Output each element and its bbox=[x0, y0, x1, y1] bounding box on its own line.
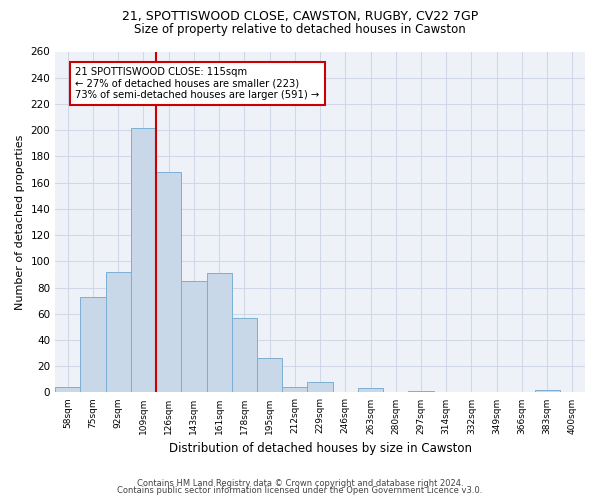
Bar bbox=[232, 318, 257, 392]
Bar bbox=[257, 358, 282, 392]
Bar bbox=[282, 387, 307, 392]
Bar bbox=[206, 273, 232, 392]
Bar bbox=[156, 172, 181, 392]
Text: Contains public sector information licensed under the Open Government Licence v3: Contains public sector information licen… bbox=[118, 486, 482, 495]
Text: Size of property relative to detached houses in Cawston: Size of property relative to detached ho… bbox=[134, 22, 466, 36]
Bar bbox=[55, 387, 80, 392]
Bar bbox=[307, 382, 332, 392]
Bar bbox=[106, 272, 131, 392]
Bar bbox=[181, 281, 206, 392]
Bar bbox=[409, 391, 434, 392]
Text: 21 SPOTTISWOOD CLOSE: 115sqm
← 27% of detached houses are smaller (223)
73% of s: 21 SPOTTISWOOD CLOSE: 115sqm ← 27% of de… bbox=[76, 67, 320, 100]
Text: 21, SPOTTISWOOD CLOSE, CAWSTON, RUGBY, CV22 7GP: 21, SPOTTISWOOD CLOSE, CAWSTON, RUGBY, C… bbox=[122, 10, 478, 23]
Bar bbox=[131, 128, 156, 392]
Bar bbox=[358, 388, 383, 392]
Bar bbox=[535, 390, 560, 392]
Text: Contains HM Land Registry data © Crown copyright and database right 2024.: Contains HM Land Registry data © Crown c… bbox=[137, 478, 463, 488]
Y-axis label: Number of detached properties: Number of detached properties bbox=[15, 134, 25, 310]
X-axis label: Distribution of detached houses by size in Cawston: Distribution of detached houses by size … bbox=[169, 442, 472, 455]
Bar bbox=[80, 296, 106, 392]
